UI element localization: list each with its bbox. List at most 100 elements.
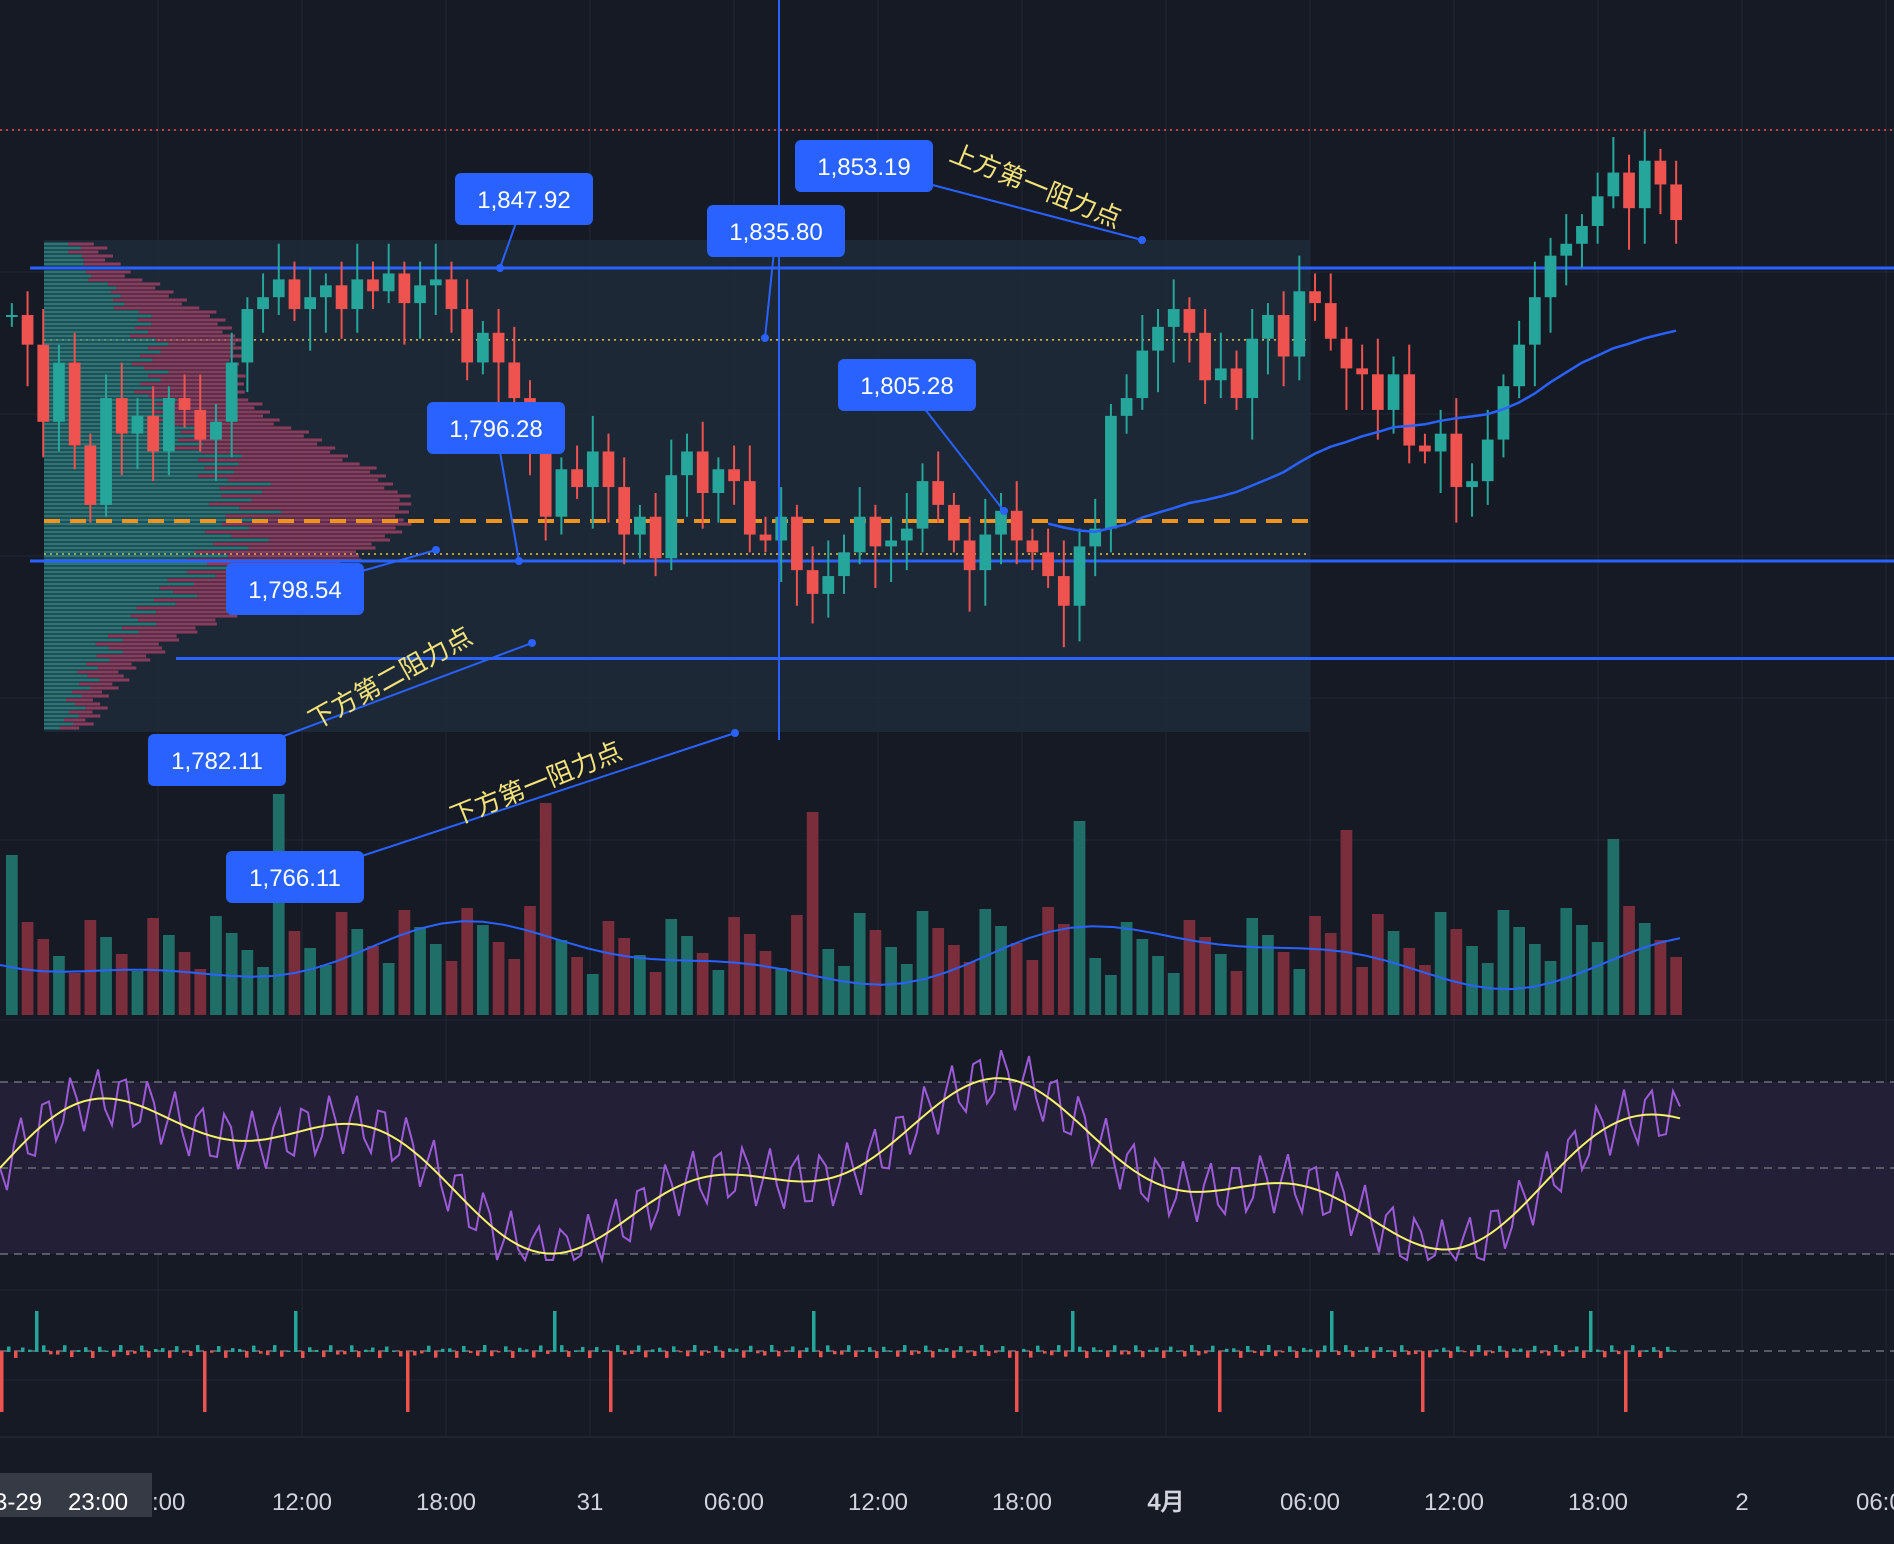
hist-bar xyxy=(1344,1345,1348,1352)
hist-bar xyxy=(1379,1347,1383,1352)
hist-bar xyxy=(1414,1351,1418,1355)
hist-bar xyxy=(525,1349,529,1352)
volume-bar xyxy=(1607,839,1620,1015)
candle-body xyxy=(100,398,112,505)
volume-bar xyxy=(681,936,693,1015)
hist-bar xyxy=(945,1348,949,1352)
tick-label: 18:00 xyxy=(992,1489,1052,1516)
price-tags[interactable]: 1,847.92 1,835.80 1,853.19 1,805.28 1,796.28… xyxy=(148,140,976,903)
candle-body xyxy=(68,362,81,446)
volume-bar xyxy=(1371,914,1384,1015)
candle-body xyxy=(586,451,599,488)
hist-bar xyxy=(1134,1345,1138,1352)
candle-body xyxy=(178,398,191,410)
volume-bar xyxy=(571,957,583,1015)
hist-bar xyxy=(406,1351,410,1412)
candle-body xyxy=(6,314,18,317)
hist-bar xyxy=(357,1351,361,1358)
volume-bar xyxy=(743,934,756,1015)
anchor-p1782 xyxy=(528,639,536,647)
hist-bar xyxy=(1505,1351,1509,1358)
anchor-p1796 xyxy=(515,557,523,565)
hist-bar xyxy=(1330,1311,1334,1352)
hist-bar xyxy=(441,1348,445,1352)
hist-bar xyxy=(833,1351,837,1355)
price-tag-label: 1,798.54 xyxy=(248,577,341,604)
candle-body xyxy=(1371,374,1384,410)
candle-body xyxy=(775,516,788,541)
candle-body xyxy=(791,516,803,571)
price-tag-label: 1,847.92 xyxy=(477,187,570,214)
hist-bar xyxy=(861,1350,865,1352)
volume-bar xyxy=(1403,948,1416,1015)
volume-bar xyxy=(932,928,945,1015)
hist-bar xyxy=(392,1350,396,1352)
candle-body xyxy=(838,552,850,577)
volume-bar xyxy=(1199,937,1211,1015)
candle-body xyxy=(53,362,65,422)
hist-bar xyxy=(1141,1351,1145,1358)
hist-bar xyxy=(777,1351,781,1357)
hist-bar xyxy=(1645,1350,1649,1352)
hist-bar xyxy=(1589,1311,1593,1352)
candle-body xyxy=(649,516,662,559)
hist-bar xyxy=(1211,1345,1215,1352)
volume-bar xyxy=(37,939,50,1015)
hist-bar xyxy=(1001,1346,1005,1352)
anchor-p1847 xyxy=(496,264,504,272)
hist-bar xyxy=(511,1351,515,1358)
hist-bar xyxy=(1008,1351,1012,1358)
hist-bar xyxy=(28,1349,32,1352)
volume-bar xyxy=(1654,940,1667,1015)
candle-body xyxy=(555,469,568,517)
candle-body xyxy=(1544,255,1557,298)
hist-bar xyxy=(189,1351,193,1357)
hist-bar xyxy=(1190,1345,1194,1352)
price-tag-p1805: 1,805.28 xyxy=(838,359,976,411)
volume-bar xyxy=(351,929,364,1015)
candle-body xyxy=(1105,415,1117,529)
candle-body xyxy=(320,285,332,298)
hist-bar xyxy=(21,1347,25,1352)
hist-bar xyxy=(686,1351,690,1357)
volume-bar xyxy=(1152,956,1164,1015)
hist-bar xyxy=(1169,1346,1173,1352)
volume-bar xyxy=(1120,922,1133,1015)
candle-body xyxy=(131,415,144,434)
price-tag-p1796: 1,796.28 xyxy=(427,402,565,454)
hist-bar xyxy=(161,1348,165,1352)
hist-bar xyxy=(672,1346,676,1352)
candle-body xyxy=(602,451,615,488)
hist-bar xyxy=(1309,1349,1313,1352)
hist-bar xyxy=(854,1351,858,1358)
candle-body xyxy=(634,516,646,535)
rsi-line xyxy=(0,1049,1681,1264)
hist-bar xyxy=(938,1349,942,1352)
hist-bar xyxy=(798,1351,802,1358)
candle-body xyxy=(163,398,175,452)
hist-bar xyxy=(1036,1345,1040,1352)
hist-bar xyxy=(1526,1351,1530,1358)
hist-bar xyxy=(70,1351,74,1358)
candle-body xyxy=(398,273,411,304)
time-axis[interactable]: 3-29 23:00 :00 12:00 18:00 31 06:00 12:00 18:… xyxy=(0,1436,1894,1517)
volume-bar xyxy=(555,940,568,1015)
hist-bar xyxy=(875,1351,879,1358)
hist-bar xyxy=(1435,1349,1439,1352)
volume-bar xyxy=(649,972,662,1015)
hist-bar xyxy=(1631,1345,1635,1352)
tick-label: 12:00 xyxy=(848,1489,908,1516)
hist-bar xyxy=(959,1346,963,1352)
candle-body xyxy=(508,362,521,399)
hist-bar xyxy=(280,1351,284,1357)
hist-bar xyxy=(658,1347,662,1352)
candle-body xyxy=(115,398,128,434)
volume-bar xyxy=(398,910,411,1015)
candle-body xyxy=(1481,439,1494,482)
hist-bar xyxy=(889,1350,893,1352)
candle-body xyxy=(1262,314,1274,339)
candle-body xyxy=(1528,297,1541,345)
candle-body xyxy=(1120,398,1133,416)
